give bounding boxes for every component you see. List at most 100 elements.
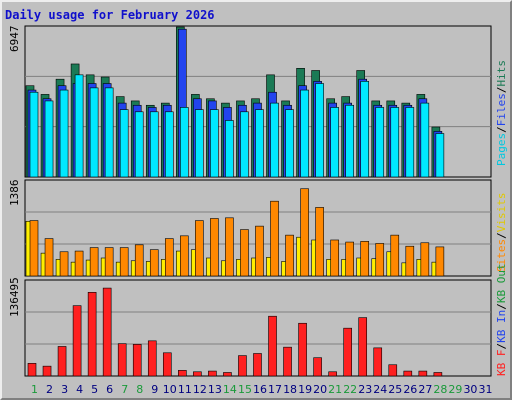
bar-pages [195,109,204,178]
bar-pages [240,111,249,178]
bar-kb [132,344,142,377]
bar-sites [74,250,84,277]
x-tick-label: 16 [253,383,267,396]
bar-kb [223,372,232,377]
x-tick-label: 20 [313,383,327,396]
bar-pages [375,107,385,178]
bar-sites [119,247,129,277]
x-tick-label: 23 [358,383,372,396]
legend-entry: Pages [495,133,508,166]
legend-entry: / [495,343,508,350]
bar-sites [210,218,219,277]
bar-sites [240,229,249,277]
bar-sites [44,238,54,277]
bar-kb [358,317,368,377]
bar-pages [74,74,84,178]
bar-pages [255,109,264,178]
bar-pages [420,102,430,178]
bar-kb [208,370,217,377]
y-max-label: 136495 [8,277,21,317]
bar-kb [343,327,352,377]
legend-entry: Hits [495,60,508,87]
bar-sites [435,246,445,277]
legend-entry: / [495,303,508,310]
bar-pages [435,133,445,178]
bar-pages [300,89,309,178]
x-tick-label: 18 [283,383,297,396]
bar-kb [283,346,292,377]
bar-kb [162,352,172,377]
bar-pages [44,100,54,178]
bar-sites [390,234,400,277]
bar-sites [375,243,385,277]
x-tick-label: 4 [76,383,83,396]
bar-sites [360,241,370,277]
x-tick-label: 31 [478,383,492,396]
x-tick-label: 6 [106,383,113,396]
bar-pages [104,87,114,178]
x-tick-label: 1 [31,383,38,396]
legend-entry: KB Out [495,263,508,303]
bar-kb [238,355,247,377]
legend-entry: / [495,232,508,239]
bar-sites [59,251,69,277]
bar-sites [225,217,234,277]
bar-sites [420,242,430,277]
bar-kb [57,346,67,377]
bar-kb [298,322,307,377]
bar-sites [405,245,415,277]
bar-kb [27,363,37,377]
bar-pages [134,111,144,178]
legend-entry: KB F [495,350,508,377]
x-tick-label: 13 [208,383,222,396]
bar-pages [119,109,129,178]
bar-kb [72,305,82,377]
bar-kb [87,292,97,377]
x-tick-label: 9 [151,383,158,396]
bar-pages [59,89,69,178]
bar-pages [29,91,39,178]
bar-pages [345,104,354,178]
bar-kb [418,370,428,377]
bar-sites [164,238,174,277]
bar-kb [313,357,322,377]
x-tick-label: 30 [463,383,477,396]
legend-entry: Visits [495,193,508,233]
bar-kb [102,287,112,377]
y-max-label: 1386 [8,180,21,207]
x-tick-label: 8 [136,383,143,396]
bar-pages [315,83,324,178]
bar-sites [330,239,339,277]
bar-sites [29,220,39,277]
bar-kb [253,353,262,377]
bar-pages [149,111,159,178]
bar-pages [330,107,339,178]
x-tick-label: 24 [373,383,387,396]
legend-bottom: KB F/KB In/KB Out [495,263,508,376]
legend-top: Pages/Files/Hits [495,60,508,166]
bar-sites [270,200,279,277]
legend-entry: / [495,126,508,133]
x-tick-label: 22 [343,383,357,396]
bar-sites [104,247,114,277]
bar-kb [403,370,413,377]
bar-sites [195,220,204,277]
bar-pages [210,109,219,178]
x-tick-label: 2 [46,383,53,396]
x-tick-label: 19 [298,383,312,396]
chart-title: Daily usage for February 2026 [5,8,215,22]
bar-sites [89,247,99,277]
x-tick-label: 25 [388,383,402,396]
bar-kb [193,371,202,377]
bar-kb [42,365,52,377]
bar-kb [117,343,127,377]
bar-sites [180,235,189,277]
x-tick-label: 14 [223,383,237,396]
x-tick-label: 12 [193,383,207,396]
legend-entry: Sites [495,239,508,272]
bar-sites [285,234,294,277]
x-tick-label: 3 [61,383,68,396]
x-tick-label: 26 [403,383,417,396]
legend-entry: Files [495,93,508,126]
